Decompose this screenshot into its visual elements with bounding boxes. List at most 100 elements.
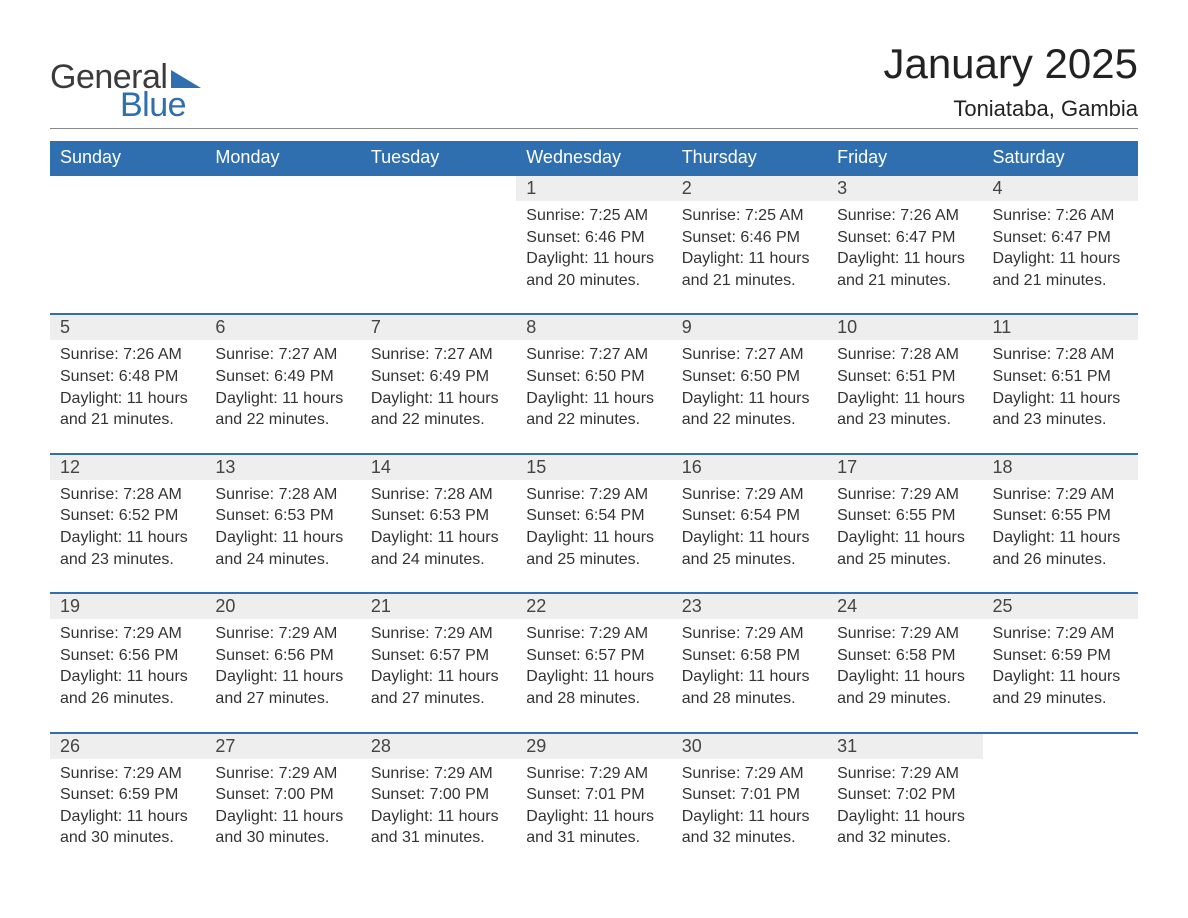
daylight-line: Daylight: 11 hours and 23 minutes. bbox=[60, 527, 195, 570]
daylight-line: Daylight: 11 hours and 24 minutes. bbox=[215, 527, 350, 570]
day-number: 19 bbox=[50, 592, 205, 619]
day-cell: Sunrise: 7:28 AMSunset: 6:53 PMDaylight:… bbox=[361, 480, 516, 592]
sunset-line: Sunset: 6:51 PM bbox=[837, 366, 972, 388]
daylight-line: Daylight: 11 hours and 28 minutes. bbox=[526, 666, 661, 709]
day-number: 6 bbox=[205, 313, 360, 340]
weekday-header: Thursday bbox=[672, 141, 827, 174]
sunset-line: Sunset: 7:01 PM bbox=[682, 784, 817, 806]
sunrise-line: Sunrise: 7:29 AM bbox=[837, 484, 972, 506]
day-cell: Sunrise: 7:29 AMSunset: 6:57 PMDaylight:… bbox=[516, 619, 671, 731]
sunrise-line: Sunrise: 7:29 AM bbox=[526, 484, 661, 506]
day-cell: Sunrise: 7:29 AMSunset: 6:55 PMDaylight:… bbox=[827, 480, 982, 592]
day-cell: Sunrise: 7:28 AMSunset: 6:51 PMDaylight:… bbox=[983, 340, 1138, 452]
empty-day-number bbox=[983, 732, 1138, 759]
day-cell: Sunrise: 7:29 AMSunset: 6:58 PMDaylight:… bbox=[672, 619, 827, 731]
sunset-line: Sunset: 6:59 PM bbox=[993, 645, 1128, 667]
sunset-line: Sunset: 7:00 PM bbox=[371, 784, 506, 806]
day-number: 28 bbox=[361, 732, 516, 759]
daylight-line: Daylight: 11 hours and 21 minutes. bbox=[682, 248, 817, 291]
day-cell: Sunrise: 7:29 AMSunset: 6:54 PMDaylight:… bbox=[516, 480, 671, 592]
day-cell: Sunrise: 7:26 AMSunset: 6:47 PMDaylight:… bbox=[827, 201, 982, 313]
day-number: 1 bbox=[516, 174, 671, 201]
daylight-line: Daylight: 11 hours and 30 minutes. bbox=[60, 806, 195, 849]
daylight-line: Daylight: 11 hours and 31 minutes. bbox=[371, 806, 506, 849]
sunrise-line: Sunrise: 7:28 AM bbox=[993, 344, 1128, 366]
weekday-header: Sunday bbox=[50, 141, 205, 174]
logo-text-blue: Blue bbox=[120, 88, 201, 122]
empty-day-number bbox=[361, 174, 516, 201]
weekday-header-row: SundayMondayTuesdayWednesdayThursdayFrid… bbox=[50, 141, 1138, 174]
day-number: 30 bbox=[672, 732, 827, 759]
day-cell: Sunrise: 7:29 AMSunset: 6:56 PMDaylight:… bbox=[50, 619, 205, 731]
sunrise-line: Sunrise: 7:28 AM bbox=[60, 484, 195, 506]
day-number: 26 bbox=[50, 732, 205, 759]
sunrise-line: Sunrise: 7:29 AM bbox=[371, 623, 506, 645]
daylight-line: Daylight: 11 hours and 23 minutes. bbox=[837, 388, 972, 431]
day-number: 22 bbox=[516, 592, 671, 619]
day-cell: Sunrise: 7:29 AMSunset: 6:59 PMDaylight:… bbox=[983, 619, 1138, 731]
empty-day-cell bbox=[983, 759, 1138, 871]
sunset-line: Sunset: 7:00 PM bbox=[215, 784, 350, 806]
sunrise-line: Sunrise: 7:29 AM bbox=[993, 623, 1128, 645]
day-number: 16 bbox=[672, 453, 827, 480]
sunset-line: Sunset: 6:58 PM bbox=[682, 645, 817, 667]
day-number: 13 bbox=[205, 453, 360, 480]
sunset-line: Sunset: 6:57 PM bbox=[371, 645, 506, 667]
day-cell: Sunrise: 7:25 AMSunset: 6:46 PMDaylight:… bbox=[672, 201, 827, 313]
day-cell: Sunrise: 7:29 AMSunset: 6:57 PMDaylight:… bbox=[361, 619, 516, 731]
day-number: 3 bbox=[827, 174, 982, 201]
sunset-line: Sunset: 6:53 PM bbox=[371, 505, 506, 527]
day-number: 18 bbox=[983, 453, 1138, 480]
sunrise-line: Sunrise: 7:28 AM bbox=[837, 344, 972, 366]
sunrise-line: Sunrise: 7:26 AM bbox=[993, 205, 1128, 227]
daylight-line: Daylight: 11 hours and 25 minutes. bbox=[682, 527, 817, 570]
day-number: 25 bbox=[983, 592, 1138, 619]
sunrise-line: Sunrise: 7:28 AM bbox=[371, 484, 506, 506]
day-number: 24 bbox=[827, 592, 982, 619]
day-cell: Sunrise: 7:26 AMSunset: 6:48 PMDaylight:… bbox=[50, 340, 205, 452]
day-cell: Sunrise: 7:29 AMSunset: 7:00 PMDaylight:… bbox=[361, 759, 516, 871]
sunset-line: Sunset: 6:54 PM bbox=[682, 505, 817, 527]
sunrise-line: Sunrise: 7:29 AM bbox=[60, 763, 195, 785]
sunrise-line: Sunrise: 7:29 AM bbox=[682, 623, 817, 645]
day-cell: Sunrise: 7:26 AMSunset: 6:47 PMDaylight:… bbox=[983, 201, 1138, 313]
day-number: 14 bbox=[361, 453, 516, 480]
day-number: 27 bbox=[205, 732, 360, 759]
calendar-table: SundayMondayTuesdayWednesdayThursdayFrid… bbox=[50, 141, 1138, 871]
day-cell: Sunrise: 7:27 AMSunset: 6:49 PMDaylight:… bbox=[205, 340, 360, 452]
sunrise-line: Sunrise: 7:29 AM bbox=[837, 623, 972, 645]
day-number: 12 bbox=[50, 453, 205, 480]
day-cell: Sunrise: 7:29 AMSunset: 6:58 PMDaylight:… bbox=[827, 619, 982, 731]
sunrise-line: Sunrise: 7:26 AM bbox=[60, 344, 195, 366]
day-cell: Sunrise: 7:29 AMSunset: 6:55 PMDaylight:… bbox=[983, 480, 1138, 592]
sunset-line: Sunset: 6:47 PM bbox=[837, 227, 972, 249]
sunrise-line: Sunrise: 7:29 AM bbox=[60, 623, 195, 645]
daylight-line: Daylight: 11 hours and 27 minutes. bbox=[215, 666, 350, 709]
sunrise-line: Sunrise: 7:27 AM bbox=[371, 344, 506, 366]
day-number: 11 bbox=[983, 313, 1138, 340]
daylight-line: Daylight: 11 hours and 29 minutes. bbox=[837, 666, 972, 709]
sunrise-line: Sunrise: 7:25 AM bbox=[682, 205, 817, 227]
day-content-row: Sunrise: 7:25 AMSunset: 6:46 PMDaylight:… bbox=[50, 201, 1138, 313]
daylight-line: Daylight: 11 hours and 22 minutes. bbox=[371, 388, 506, 431]
weekday-header: Tuesday bbox=[361, 141, 516, 174]
day-number: 15 bbox=[516, 453, 671, 480]
sunset-line: Sunset: 6:52 PM bbox=[60, 505, 195, 527]
sunset-line: Sunset: 6:53 PM bbox=[215, 505, 350, 527]
daylight-line: Daylight: 11 hours and 21 minutes. bbox=[837, 248, 972, 291]
empty-day-cell bbox=[50, 201, 205, 313]
sunrise-line: Sunrise: 7:27 AM bbox=[682, 344, 817, 366]
sunset-line: Sunset: 6:58 PM bbox=[837, 645, 972, 667]
daylight-line: Daylight: 11 hours and 21 minutes. bbox=[993, 248, 1128, 291]
sunset-line: Sunset: 6:46 PM bbox=[682, 227, 817, 249]
day-number: 8 bbox=[516, 313, 671, 340]
day-number: 21 bbox=[361, 592, 516, 619]
daylight-line: Daylight: 11 hours and 30 minutes. bbox=[215, 806, 350, 849]
sunset-line: Sunset: 7:02 PM bbox=[837, 784, 972, 806]
sunrise-line: Sunrise: 7:28 AM bbox=[215, 484, 350, 506]
sunset-line: Sunset: 6:51 PM bbox=[993, 366, 1128, 388]
day-cell: Sunrise: 7:28 AMSunset: 6:52 PMDaylight:… bbox=[50, 480, 205, 592]
daylight-line: Daylight: 11 hours and 24 minutes. bbox=[371, 527, 506, 570]
weekday-header: Wednesday bbox=[516, 141, 671, 174]
day-cell: Sunrise: 7:27 AMSunset: 6:49 PMDaylight:… bbox=[361, 340, 516, 452]
